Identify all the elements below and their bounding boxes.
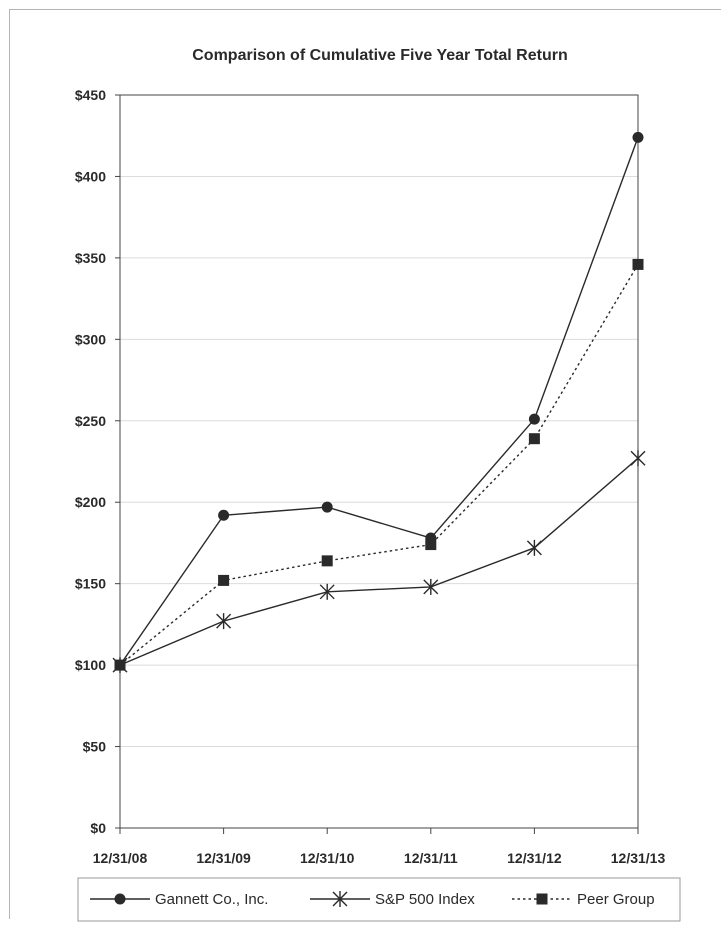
legend-item-peer-group: Peer Group	[512, 891, 655, 908]
legend-marker	[332, 891, 348, 907]
y-tick-label: $450	[75, 87, 106, 103]
series-peer-group	[114, 258, 644, 671]
y-tick-label: $150	[75, 576, 106, 592]
data-point-gannett-co-inc	[425, 532, 437, 544]
grid-lines	[120, 175, 638, 748]
data-point-s-p-500-index	[423, 578, 439, 595]
x-axis: 12/31/08 12/31/09 12/31/10 12/31/11 12/31/12…	[93, 828, 666, 866]
y-tick-label: $350	[75, 250, 106, 266]
legend-label: Gannett Co., Inc.	[155, 891, 268, 908]
data-point-peer-group	[321, 555, 333, 567]
legend-item-s-p-500-index: S&P 500 Index	[310, 891, 475, 908]
legend-marker	[536, 893, 548, 905]
x-tick-label: 12/31/11	[404, 850, 458, 866]
y-tick-label: $0	[90, 820, 106, 836]
series-gannett-co-inc	[114, 131, 644, 671]
data-point-s-p-500-index	[216, 613, 232, 630]
data-point-s-p-500-index	[526, 539, 542, 556]
data-point-gannett-co-inc	[218, 509, 230, 521]
x-tick-label: 12/31/08	[93, 850, 148, 866]
legend-label: S&P 500 Index	[375, 891, 475, 908]
legend-box	[77, 877, 681, 922]
legend: Gannett Co., Inc. S&P 500 Index Peer Group	[77, 877, 681, 922]
y-tick-label: $400	[75, 168, 106, 184]
x-tick-label: 12/31/12	[507, 850, 562, 866]
chart-frame	[9, 9, 721, 919]
series-line-s-p-500-index	[119, 457, 639, 666]
data-point-peer-group	[632, 258, 644, 270]
data-point-s-p-500-index	[630, 450, 646, 467]
series-line-peer-group	[119, 264, 639, 666]
data-point-gannett-co-inc	[114, 659, 126, 671]
data-point-gannett-co-inc	[632, 131, 644, 143]
data-point-gannett-co-inc	[321, 501, 333, 513]
data-point-s-p-500-index	[319, 583, 335, 600]
legend-marker	[114, 893, 126, 905]
data-point-peer-group	[528, 433, 540, 445]
data-point-gannett-co-inc	[528, 413, 540, 425]
y-tick-label: $50	[83, 739, 107, 755]
data-point-peer-group	[218, 574, 230, 586]
series-layer	[112, 131, 646, 674]
series-s-p-500-index	[112, 450, 646, 674]
data-point-peer-group	[425, 539, 437, 551]
legend-item-gannett-co-inc: Gannett Co., Inc.	[90, 891, 268, 908]
x-tick-label: 12/31/09	[196, 850, 251, 866]
y-tick-label: $250	[75, 413, 106, 429]
chart-title: Comparison of Cumulative Five Year Total…	[192, 47, 567, 64]
y-axis: $0 $50 $100 $150 $200 $250 $300 $350 $400 $450	[75, 87, 120, 836]
legend-label: Peer Group	[577, 891, 655, 908]
y-tick-label: $200	[75, 494, 106, 510]
y-tick-label: $100	[75, 657, 106, 673]
x-tick-label: 12/31/13	[611, 850, 666, 866]
x-tick-label: 12/31/10	[300, 850, 355, 866]
plot-area	[119, 94, 639, 829]
series-line-gannett-co-inc	[119, 137, 639, 666]
y-tick-label: $300	[75, 331, 106, 347]
